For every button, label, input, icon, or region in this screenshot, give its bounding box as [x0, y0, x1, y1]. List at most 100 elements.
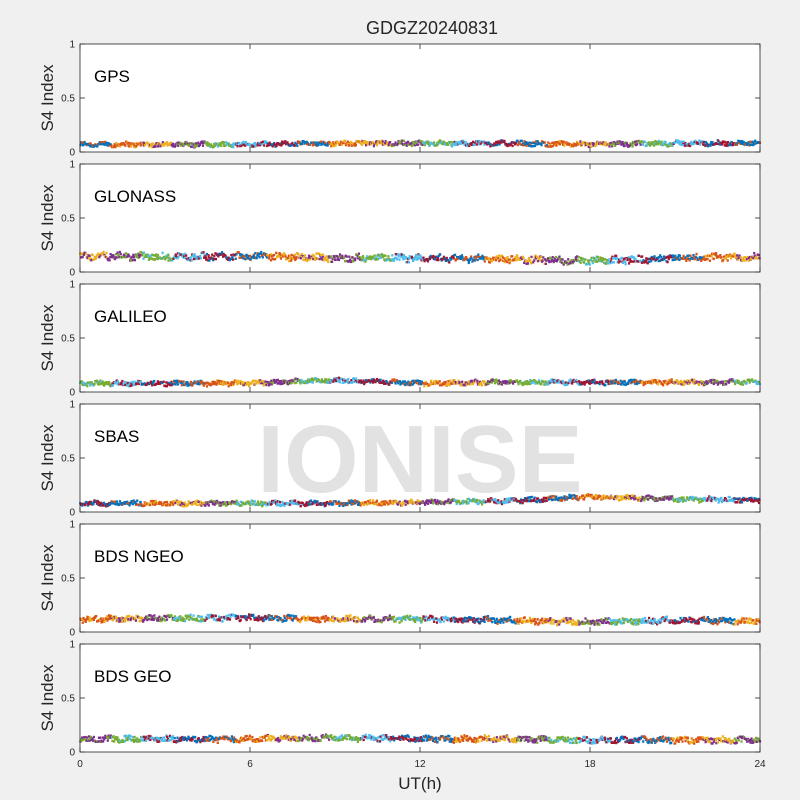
- data-point: [174, 501, 177, 505]
- data-point: [346, 140, 349, 143]
- data-point: [452, 140, 455, 144]
- data-point: [457, 142, 460, 145]
- data-point: [309, 380, 312, 384]
- data-point: [240, 144, 243, 147]
- data-point: [173, 255, 176, 258]
- y-tick-label: 0.5: [61, 454, 75, 465]
- data-point: [146, 618, 149, 622]
- data-point: [130, 384, 133, 387]
- data-point: [114, 382, 117, 385]
- data-point: [554, 378, 557, 382]
- data-point: [222, 255, 225, 258]
- data-point: [314, 377, 317, 380]
- data-point: [724, 141, 727, 144]
- data-point: [150, 501, 153, 504]
- data-point: [618, 258, 621, 261]
- data-point: [488, 142, 491, 145]
- data-point: [715, 254, 718, 257]
- data-point: [79, 144, 82, 147]
- data-point: [436, 143, 439, 147]
- data-point: [376, 141, 379, 144]
- data-point: [697, 383, 701, 387]
- data-point: [197, 500, 200, 503]
- data-point: [128, 145, 131, 148]
- data-point: [737, 258, 740, 261]
- data-point: [88, 143, 91, 147]
- data-point: [490, 381, 493, 384]
- data-point: [572, 145, 575, 148]
- data-point: [623, 144, 626, 148]
- data-point: [586, 380, 589, 384]
- data-point: [326, 259, 329, 262]
- data-point: [496, 379, 499, 383]
- data-point: [686, 257, 689, 260]
- data-point: [530, 255, 533, 259]
- data-point: [169, 382, 172, 386]
- data-point: [415, 253, 418, 257]
- data-point: [254, 379, 257, 383]
- data-point: [221, 252, 224, 256]
- data-point: [128, 381, 131, 384]
- data-point: [221, 501, 225, 504]
- data-point: [178, 380, 181, 383]
- data-point: [650, 259, 653, 263]
- data-point: [720, 141, 723, 145]
- data-point: [267, 144, 270, 147]
- data-point: [715, 381, 718, 384]
- data-point: [324, 141, 327, 145]
- data-point: [106, 381, 109, 384]
- plot-area: [80, 524, 760, 632]
- data-point: [126, 615, 129, 618]
- data-point: [182, 380, 185, 383]
- data-point: [223, 501, 226, 504]
- data-point: [660, 140, 663, 143]
- data-point: [387, 143, 390, 147]
- data-point: [150, 257, 153, 260]
- data-point: [93, 255, 96, 259]
- data-point: [677, 254, 680, 257]
- data-point: [639, 143, 642, 146]
- data-point: [427, 140, 430, 143]
- data-point: [689, 381, 692, 384]
- data-point: [225, 503, 228, 507]
- y-tick-label: 0.5: [61, 94, 75, 105]
- data-point: [562, 381, 565, 384]
- data-point: [665, 256, 668, 259]
- data-point: [673, 258, 676, 261]
- data-point: [363, 140, 366, 143]
- data-point: [170, 503, 174, 506]
- data-point: [208, 259, 211, 262]
- data-point: [550, 257, 553, 260]
- data-point: [518, 140, 521, 144]
- data-point: [490, 378, 493, 382]
- data-point: [333, 141, 336, 144]
- data-point: [401, 139, 404, 142]
- data-point: [738, 497, 741, 500]
- data-point: [736, 142, 739, 145]
- data-point: [175, 381, 178, 384]
- data-point: [87, 502, 90, 506]
- data-point: [569, 261, 572, 265]
- y-tick-label: 0.5: [61, 334, 75, 345]
- data-point: [530, 382, 533, 385]
- data-point: [89, 145, 92, 148]
- data-point: [527, 381, 531, 384]
- data-point: [133, 258, 136, 262]
- data-point: [454, 253, 457, 257]
- data-point: [182, 502, 185, 505]
- data-point: [135, 145, 138, 148]
- data-point: [433, 382, 437, 385]
- data-point: [466, 144, 469, 148]
- data-point: [196, 257, 199, 260]
- data-point: [404, 383, 407, 387]
- data-point: [610, 257, 613, 260]
- data-point: [416, 256, 419, 259]
- data-point: [738, 140, 741, 143]
- data-point: [413, 141, 416, 144]
- data-point: [620, 256, 623, 260]
- data-point: [586, 262, 589, 265]
- data-point: [400, 142, 403, 145]
- data-point: [602, 141, 605, 144]
- data-point: [751, 378, 754, 381]
- data-point: [670, 256, 673, 259]
